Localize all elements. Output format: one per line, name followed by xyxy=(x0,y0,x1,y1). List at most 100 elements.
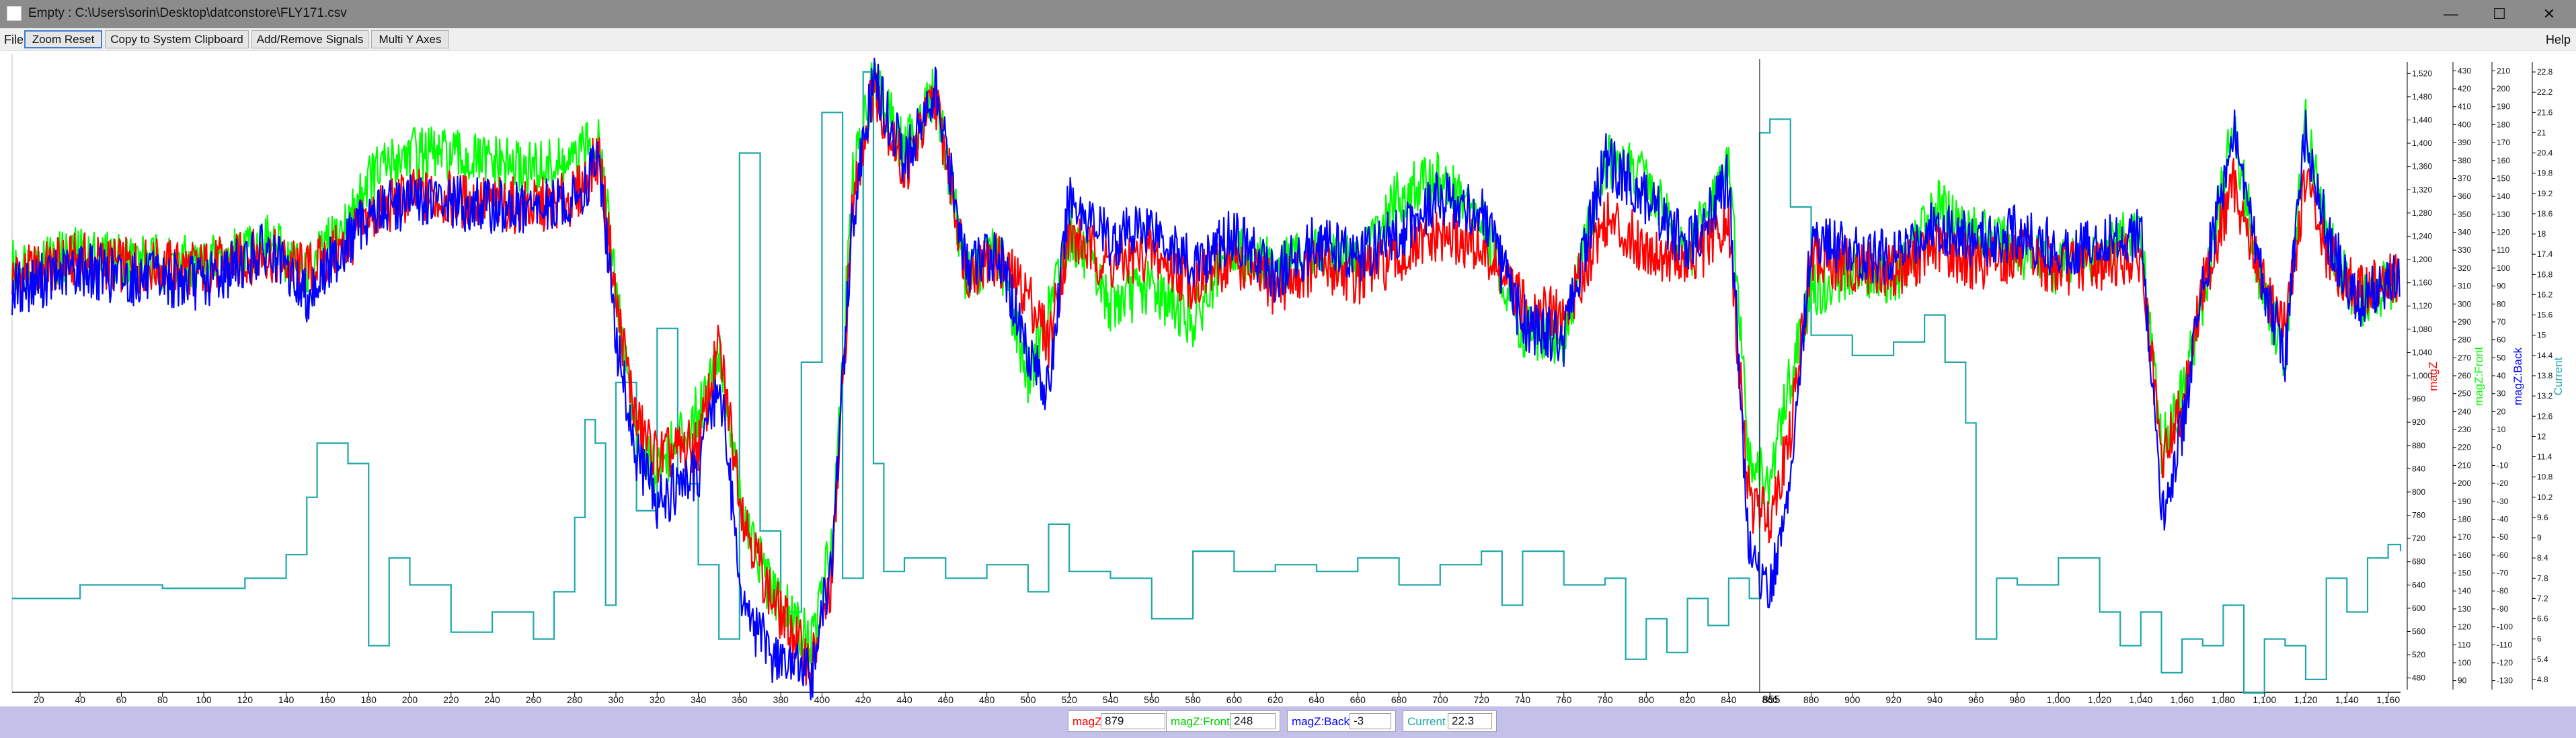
copy-clipboard-button[interactable]: Copy to System Clipboard xyxy=(105,30,249,48)
y-tick-label: -70 xyxy=(2497,569,2509,578)
y-tick-label: 14.4 xyxy=(2537,351,2553,360)
y-tick-label: 230 xyxy=(2458,425,2471,434)
y-tick-label: 150 xyxy=(2497,173,2510,183)
y-tick-label: 480 xyxy=(2412,673,2425,683)
signal-value[interactable]: -3 xyxy=(1350,713,1391,729)
y-tick-label: 12.6 xyxy=(2537,411,2553,421)
y-tick-label: 960 xyxy=(2412,395,2425,404)
y-tick-label: 640 xyxy=(2412,580,2425,589)
y-tick-label: 150 xyxy=(2458,569,2471,578)
y-tick-label: 160 xyxy=(2497,156,2510,165)
y-tick-label: 1,080 xyxy=(2412,325,2432,334)
y-tick-label: 380 xyxy=(2458,156,2471,165)
x-tick-label: 360 xyxy=(732,694,748,705)
x-axis: 20 40 60 80 100 120 140 160 180 200 220 240 260 280 30… xyxy=(34,692,2400,705)
minimize-button[interactable]: — xyxy=(2444,5,2458,22)
x-tick-label: 540 xyxy=(1103,694,1119,705)
x-tick-label: 940 xyxy=(1927,694,1943,705)
y-tick-label: 420 xyxy=(2458,84,2471,93)
y-tick-label: 260 xyxy=(2458,371,2471,380)
y-tick-label: 21 xyxy=(2537,128,2546,137)
signal-value[interactable]: 248 xyxy=(1230,713,1276,729)
y-tick-label: 60 xyxy=(2497,335,2506,345)
y-tick-label: 1,320 xyxy=(2412,185,2432,194)
app-icon xyxy=(7,6,22,21)
y-tick-label: 9 xyxy=(2537,533,2542,542)
x-tick-label: 460 xyxy=(938,694,954,705)
y-tick-label: 20.4 xyxy=(2537,149,2553,158)
series-line-current xyxy=(12,71,2402,694)
y-tick-label: 800 xyxy=(2412,487,2425,497)
y-tick-label: 180 xyxy=(2497,120,2510,129)
maximize-button[interactable]: ☐ xyxy=(2493,5,2506,22)
y-tick-label: 13.2 xyxy=(2537,391,2553,401)
y-tick-label: 600 xyxy=(2412,604,2425,613)
x-tick-label: 520 xyxy=(1062,694,1078,705)
x-tick-label: 600 xyxy=(1226,694,1243,705)
x-tick-label: 1,160 xyxy=(2376,694,2400,705)
signal-readout-magz-front: magZ:Front 248 xyxy=(1166,710,1280,732)
y-tick-label: 1,040 xyxy=(2412,347,2432,357)
signal-value[interactable]: 879 xyxy=(1101,713,1165,729)
y-tick-label: 320 xyxy=(2458,263,2471,273)
x-tick-label: 320 xyxy=(650,694,666,705)
signal-plot[interactable]: 855 20 40 60 80 100 120 140 160 180 200 220 240 260 2… xyxy=(0,51,2576,706)
y-tick-label: 110 xyxy=(2458,640,2470,649)
x-tick-label: 60 xyxy=(116,694,127,705)
y-tick-label: 760 xyxy=(2412,511,2425,520)
multi-y-axes-button[interactable]: Multi Y Axes xyxy=(371,30,449,48)
signal-value[interactable]: 22.3 xyxy=(1448,713,1492,729)
y-tick-label: 21.6 xyxy=(2537,108,2553,117)
y-tick-label: 0 xyxy=(2497,443,2501,452)
y-tick-label: 120 xyxy=(2497,228,2510,237)
y-tick-label: 100 xyxy=(2458,658,2471,667)
y-tick-label: 430 xyxy=(2458,66,2471,75)
y-tick-label: 40 xyxy=(2497,371,2506,380)
y-tick-label: 90 xyxy=(2458,676,2467,686)
series-line-magz xyxy=(11,72,2401,686)
y-tick-label: 70 xyxy=(2497,317,2506,327)
y-tick-label: 210 xyxy=(2458,460,2471,470)
y-tick-label: 80 xyxy=(2497,299,2506,309)
y-tick-label: -110 xyxy=(2497,640,2512,649)
y-tick-label: 1,240 xyxy=(2412,231,2432,241)
signal-name: magZ:Back xyxy=(1292,715,1350,728)
y-tick-label: 8.4 xyxy=(2537,553,2548,563)
y-tick-label: 360 xyxy=(2458,192,2471,201)
x-tick-label: 1,120 xyxy=(2294,694,2317,705)
menu-help[interactable]: Help xyxy=(2545,33,2571,46)
title-bar: Empty : C:\Users\sorin\Desktop\datconsto… xyxy=(0,0,2576,28)
y-axes: 4805205606006406807207608008408809209601… xyxy=(2407,62,2565,690)
y-tick-label: 520 xyxy=(2412,650,2425,659)
y-tick-label: 18 xyxy=(2537,229,2546,239)
x-tick-label: 900 xyxy=(1844,694,1861,705)
y-tick-label: 13.8 xyxy=(2537,371,2553,380)
x-tick-label: 400 xyxy=(814,694,830,705)
y-axis-label: magZ:Back xyxy=(2511,347,2524,405)
x-tick-label: 1,100 xyxy=(2253,694,2276,705)
y-tick-label: -40 xyxy=(2497,514,2509,524)
zoom-reset-button[interactable]: Zoom Reset xyxy=(24,30,102,48)
y-tick-label: 400 xyxy=(2458,120,2471,129)
x-tick-label: 820 xyxy=(1680,694,1696,705)
x-tick-label: 1,020 xyxy=(2088,694,2111,705)
y-tick-label: 330 xyxy=(2458,245,2471,255)
y-tick-label: 1,440 xyxy=(2412,115,2432,124)
y-tick-label: 220 xyxy=(2458,443,2471,452)
x-tick-label: 420 xyxy=(855,694,871,705)
x-tick-label: 1,080 xyxy=(2212,694,2235,705)
y-tick-label: 120 xyxy=(2458,622,2471,632)
x-tick-label: 740 xyxy=(1515,694,1531,705)
y-tick-label: 1,520 xyxy=(2412,69,2432,78)
x-tick-label: 220 xyxy=(443,694,459,705)
y-tick-label: 30 xyxy=(2497,389,2506,399)
x-tick-label: 960 xyxy=(1968,694,1984,705)
y-tick-label: 1,160 xyxy=(2412,278,2432,288)
y-tick-label: 16.8 xyxy=(2537,270,2553,279)
y-tick-label: 140 xyxy=(2497,192,2510,201)
close-button[interactable]: ✕ xyxy=(2542,5,2556,22)
add-remove-signals-button[interactable]: Add/Remove Signals xyxy=(251,30,368,48)
menu-file[interactable]: File xyxy=(4,33,24,46)
x-tick-label: 1,140 xyxy=(2335,694,2359,705)
y-tick-label: 130 xyxy=(2458,604,2471,614)
